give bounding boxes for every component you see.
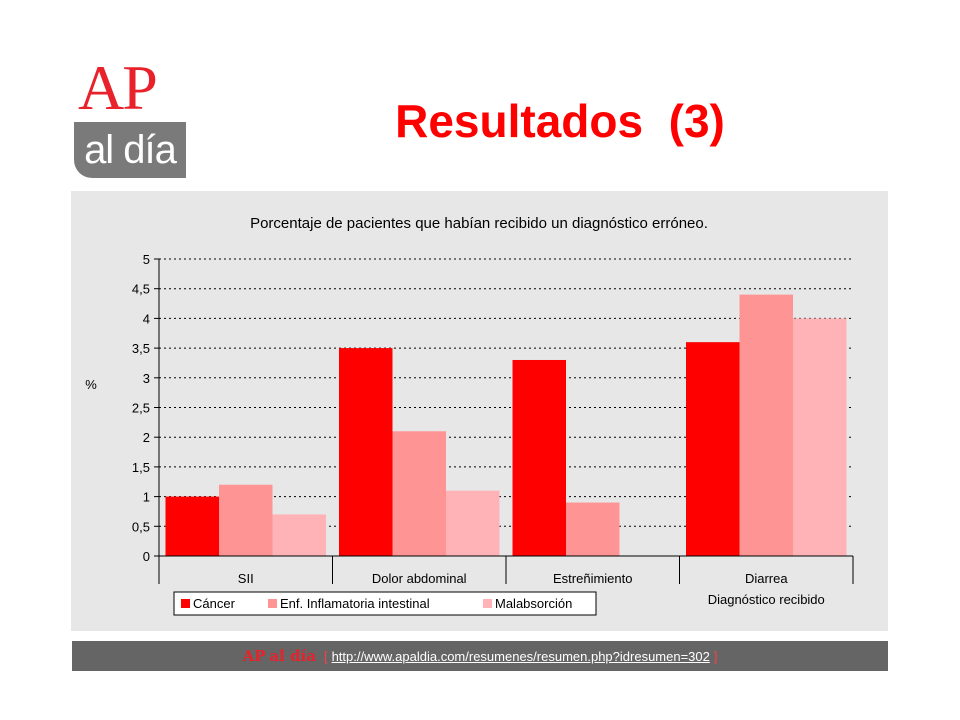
y-tick-label: 0	[143, 549, 150, 564]
y-tick-label: 2,5	[132, 401, 150, 416]
x-category-label: Diarrea	[745, 571, 788, 586]
y-tick-label: 1	[143, 490, 150, 505]
bar-c-ncer-0	[165, 496, 219, 556]
footer-bar: AP al día [ http://www.apaldia.com/resume…	[72, 641, 888, 671]
footer-brand: AP al día	[242, 647, 315, 665]
y-tick-label: 0,5	[132, 519, 150, 534]
x-category-label: SII	[238, 571, 254, 586]
chart-panel: Porcentaje de pacientes que habían recib…	[71, 191, 888, 631]
y-tick-label: 1,5	[132, 460, 150, 475]
footer-link[interactable]: http://www.apaldia.com/resumenes/resumen…	[331, 648, 710, 664]
logo-sub-text: al día	[84, 128, 177, 172]
legend-label: Enf. Inflamatoria intestinal	[280, 596, 430, 611]
bar-enf-inflamatoria-intestinal-2	[566, 502, 620, 556]
y-axis-label: %	[85, 377, 97, 392]
x-category-label: Dolor abdominal	[372, 571, 467, 586]
x-category-label: Estreñimiento	[553, 571, 632, 586]
bar-c-ncer-2	[512, 359, 566, 556]
apaldia-logo: AP al día	[74, 56, 190, 180]
bar-malabsorci-n-1	[446, 490, 500, 556]
y-tick-label: 3	[143, 371, 150, 386]
bar-c-ncer-3	[686, 342, 740, 556]
bar-chart: Porcentaje de pacientes que habían recib…	[85, 215, 854, 616]
footer-brand-ap: AP	[242, 647, 266, 665]
legend-label: Malabsorción	[495, 596, 572, 611]
y-tick-label: 2	[143, 430, 150, 445]
bar-malabsorci-n-0	[272, 514, 326, 556]
slide-title: Resultados (3)	[395, 95, 725, 147]
footer-bracket-open: [	[323, 648, 328, 664]
y-tick-label: 5	[143, 252, 150, 267]
bar-enf-inflamatoria-intestinal-0	[219, 484, 273, 556]
chart-title: Porcentaje de pacientes que habían recib…	[250, 215, 708, 232]
logo-ap-text: AP	[78, 52, 158, 123]
legend-box	[173, 591, 597, 616]
bar-malabsorci-n-3	[793, 318, 847, 556]
legend-swatch	[483, 599, 492, 608]
logo-box: al día	[74, 122, 186, 178]
footer-bracket-close: ]	[713, 648, 718, 664]
bar-enf-inflamatoria-intestinal-1	[392, 431, 446, 556]
legend-swatch	[268, 599, 277, 608]
bar-enf-inflamatoria-intestinal-3	[739, 294, 793, 556]
x-axis-label: Diagnóstico recibido	[708, 592, 825, 607]
footer-brand-aldia: al día	[269, 647, 316, 665]
bar-c-ncer-1	[339, 348, 393, 556]
y-tick-label: 4,5	[132, 282, 150, 297]
y-tick-label: 4	[143, 311, 150, 326]
legend-label: Cáncer	[193, 596, 236, 611]
legend-swatch	[181, 599, 190, 608]
y-tick-label: 3,5	[132, 341, 150, 356]
